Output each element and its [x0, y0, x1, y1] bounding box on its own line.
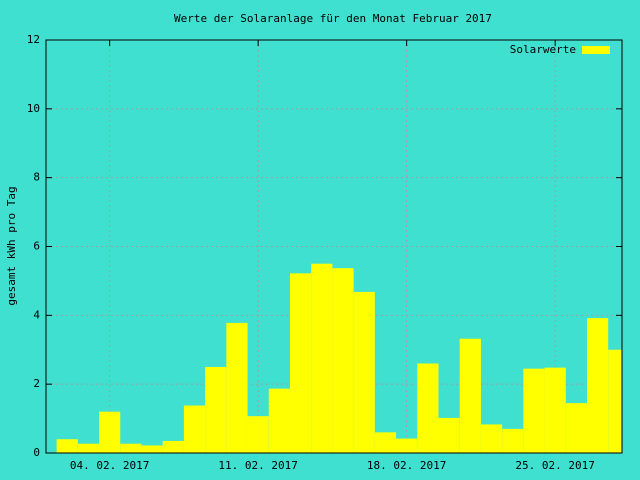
bar — [459, 338, 481, 453]
legend-swatch — [582, 46, 610, 54]
bar — [289, 273, 312, 453]
bar — [396, 438, 418, 453]
legend-label: Solarwerte — [510, 43, 576, 56]
bar — [480, 424, 503, 453]
bar — [608, 349, 622, 453]
y-tick-label: 12 — [27, 33, 40, 46]
y-axis-label: gesamt kWh pro Tag — [5, 186, 18, 305]
plot-border — [45, 39, 623, 454]
x-tick-label: 04. 02. 2017 — [70, 459, 149, 472]
x-tick-label: 25. 02. 2017 — [515, 459, 594, 472]
bar — [374, 432, 397, 453]
bar — [332, 268, 354, 453]
y-tick-label: 4 — [33, 308, 40, 321]
bar — [438, 417, 460, 453]
bar — [247, 416, 269, 453]
plot-area — [56, 263, 622, 453]
y-tick-label: 2 — [33, 377, 40, 390]
bar — [353, 291, 375, 453]
y-tick-label: 6 — [33, 240, 40, 253]
bar — [544, 367, 566, 453]
bar — [205, 366, 227, 453]
x-tick-label: 18. 02. 2017 — [367, 459, 446, 472]
bar — [56, 439, 78, 453]
bar — [417, 363, 439, 453]
y-tick-label: 8 — [33, 171, 40, 184]
bar — [183, 405, 206, 453]
bar — [162, 440, 184, 453]
chart-title: Werte der Solaranlage für den Monat Febr… — [174, 12, 492, 25]
y-tick-label: 10 — [27, 102, 40, 115]
bar — [586, 318, 609, 453]
x-tick-label: 11. 02. 2017 — [218, 459, 297, 472]
bar — [565, 403, 587, 453]
bar — [99, 411, 121, 453]
bar — [268, 388, 290, 453]
bar — [226, 322, 248, 453]
y-tick-label: 0 — [33, 446, 40, 459]
bar — [141, 445, 163, 453]
bar — [120, 443, 142, 453]
bar — [311, 263, 333, 453]
bar — [502, 428, 524, 453]
bar — [77, 443, 100, 453]
bar — [523, 368, 545, 453]
